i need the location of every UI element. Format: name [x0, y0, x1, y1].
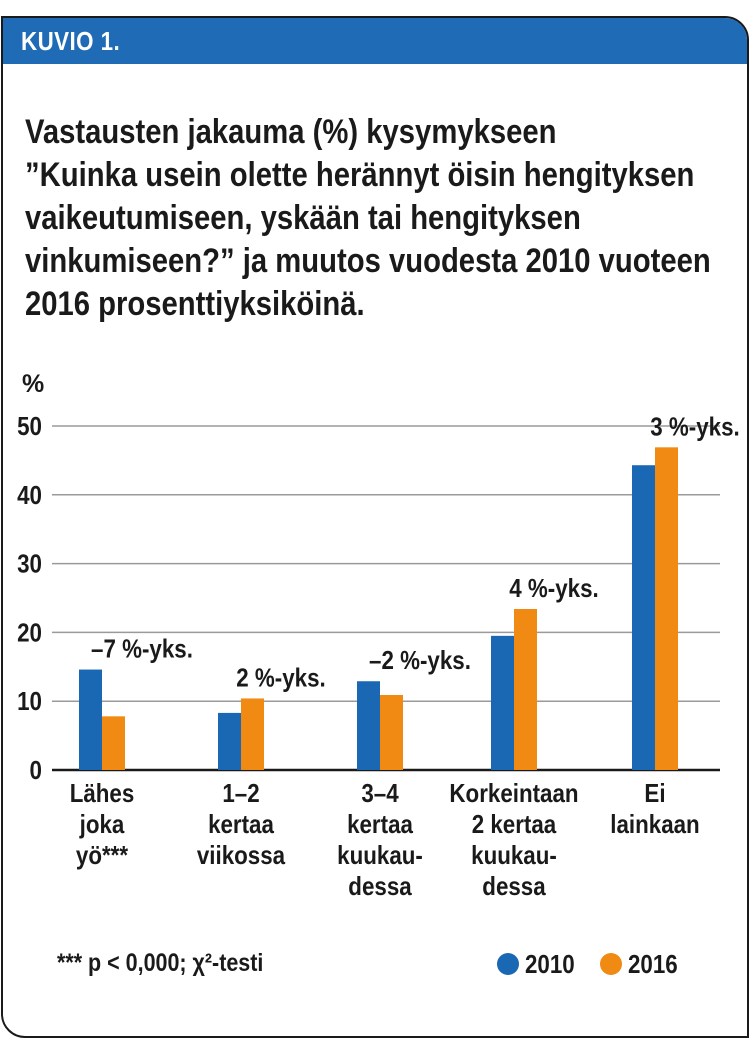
legend-swatch-2016 — [600, 953, 622, 975]
change-label: –2 %-yks. — [369, 647, 471, 676]
chart-title-line: 2016 prosenttiyksiköinä. — [25, 285, 365, 323]
change-label: –7 %-yks. — [91, 635, 193, 664]
bar-2010 — [632, 465, 655, 770]
chart-title-line: ”Kuinka usein olette herännyt öisin heng… — [25, 156, 695, 194]
legend-label: 2010 — [525, 950, 575, 979]
bar-2016 — [102, 716, 125, 770]
y-tick-label: 50 — [17, 412, 42, 441]
category-label: 3–4 kertaa kuukau-dessa — [337, 779, 423, 901]
bar-2016 — [380, 695, 403, 770]
bar-2016 — [241, 698, 264, 770]
category-label-line: yö*** — [76, 841, 129, 870]
footnote: *** p < 0,000; χ²-testi — [57, 948, 263, 976]
category-label-line: viikossa — [197, 841, 286, 870]
legend-label: 2016 — [628, 950, 678, 979]
category-label-line: dessa — [482, 872, 546, 901]
y-tick-label: 40 — [17, 481, 42, 510]
category-label: Lähes joka yö*** — [70, 779, 135, 870]
category-label-line: Lähes — [70, 779, 135, 808]
bar-2010 — [357, 681, 380, 770]
chart-title-line: vaikeutumiseen, yskään tai hengityksen — [25, 199, 581, 237]
category-label-line: 1–2 — [222, 779, 259, 808]
category-label: Korkeintaan 2 kertaa kuukau-dessa — [449, 779, 578, 901]
category-label-line: joka — [79, 810, 125, 839]
y-tick-label: 30 — [17, 550, 42, 579]
y-axis-label: % — [22, 370, 44, 398]
category-label-line: kertaa — [208, 810, 274, 839]
change-label: 3 %-yks. — [650, 413, 739, 442]
category-label: 1–2 kertaa viikossa — [197, 779, 286, 870]
category-label: Ei lainkaan — [610, 779, 699, 839]
bar-2010 — [218, 712, 241, 770]
category-label-line: dessa — [348, 872, 412, 901]
category-label-line: kuukau- — [471, 841, 557, 870]
category-label-line: kuukau- — [337, 841, 423, 870]
category-label-line: 2 kertaa — [472, 810, 557, 839]
y-tick-label: 20 — [17, 619, 42, 648]
legend-swatch-2010 — [497, 953, 519, 975]
change-label: 4 %-yks. — [509, 574, 598, 603]
category-label-line: 3–4 — [361, 779, 399, 808]
figure-frame: KUVIO 1. Vastausten jakauma (%) kysymyks… — [1, 16, 749, 1038]
bar-2016 — [655, 447, 678, 770]
category-label-line: kertaa — [347, 810, 413, 839]
chart-title-line: Vastausten jakauma (%) kysymykseen — [25, 113, 557, 151]
bar-2016 — [514, 609, 537, 770]
figure-header-bar: KUVIO 1. — [3, 18, 747, 64]
chart-title-line: vinkumiseen?” ja muutos vuodesta 2010 vu… — [25, 242, 711, 280]
chart-title: Vastausten jakauma (%) kysymykseen ”Kuin… — [25, 111, 711, 326]
y-tick-label: 10 — [17, 688, 42, 717]
category-label-line: lainkaan — [610, 810, 699, 839]
figure-label: KUVIO 1. — [21, 26, 121, 56]
y-tick-label: 0 — [30, 756, 42, 785]
category-label-line: Korkeintaan — [449, 779, 578, 808]
bar-2010 — [79, 669, 102, 770]
bar-2010 — [491, 635, 514, 770]
category-label-line: Ei — [644, 779, 665, 808]
change-label: 2 %-yks. — [236, 664, 325, 693]
